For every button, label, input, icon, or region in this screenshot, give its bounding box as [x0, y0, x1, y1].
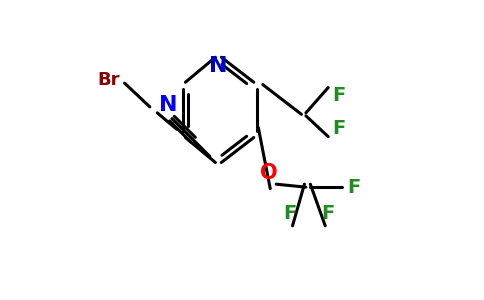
Text: F: F	[333, 119, 346, 138]
Text: Br: Br	[98, 71, 120, 89]
Text: F: F	[283, 204, 296, 223]
Text: F: F	[333, 86, 346, 105]
Text: F: F	[321, 204, 335, 223]
Text: N: N	[159, 94, 177, 115]
Text: O: O	[260, 163, 277, 183]
Text: F: F	[348, 178, 361, 197]
Text: N: N	[209, 56, 227, 76]
